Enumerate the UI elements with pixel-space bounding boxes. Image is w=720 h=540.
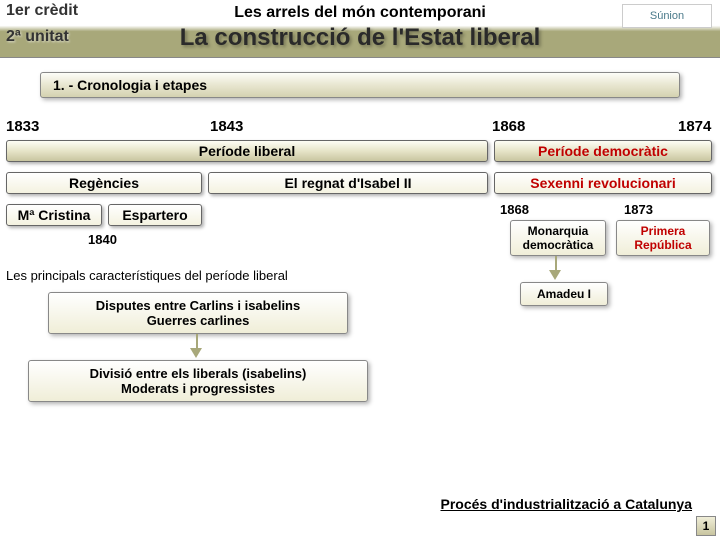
year-1843: 1843 (210, 118, 243, 135)
period-regencies: Regències (6, 172, 202, 194)
section-heading: 1. - Cronologia i etapes (40, 72, 680, 98)
arrow-line-1 (196, 334, 198, 348)
course-title: Les arrels del món contemporani (234, 4, 486, 22)
year-1833: 1833 (6, 118, 39, 135)
box-monarquia: Monarquia democràtica (510, 220, 606, 256)
arrow-monarquia (549, 270, 561, 280)
arrow-1 (190, 348, 202, 358)
year-1873: 1873 (624, 202, 653, 217)
credit-label: 1er crèdit (6, 2, 78, 20)
logo: Súnion (622, 4, 712, 28)
unit-label: 2ª unitat (6, 28, 69, 46)
period-liberal: Període liberal (6, 140, 488, 162)
box-disputes: Disputes entre Carlins i isabelins Guerr… (48, 292, 348, 334)
period-isabel: El regnat d'Isabel II (208, 172, 488, 194)
box-republica: Primera República (616, 220, 710, 256)
period-sexenni: Sexenni revolucionari (494, 172, 712, 194)
period-cristina: Mª Cristina (6, 204, 102, 226)
year-1874: 1874 (678, 118, 711, 135)
arrow-line-monarquia (555, 256, 557, 270)
year-1868b: 1868 (500, 202, 529, 217)
footer-note: Procés d'industrialització a Catalunya (440, 496, 692, 512)
box-divisio: Divisió entre els liberals (isabelins) M… (28, 360, 368, 402)
box-amadeu: Amadeu I (520, 282, 608, 306)
period-espartero: Espartero (108, 204, 202, 226)
year-1868: 1868 (492, 118, 525, 135)
caption-main: Les principals característiques del perí… (6, 268, 288, 283)
main-title: La construcció de l'Estat liberal (180, 24, 540, 52)
year-1840: 1840 (88, 232, 117, 247)
page-number: 1 (696, 516, 716, 536)
period-democratic: Període democràtic (494, 140, 712, 162)
header: 1er crèdit 2ª unitat Les arrels del món … (0, 0, 720, 58)
